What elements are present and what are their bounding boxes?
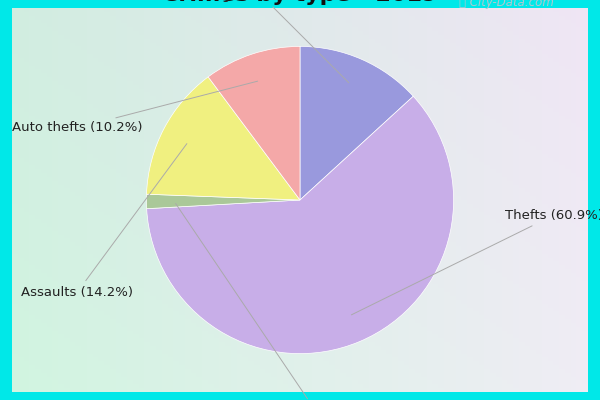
Text: Rapes (1.5%): Rapes (1.5%) [176,204,360,400]
Text: Assaults (14.2%): Assaults (14.2%) [21,144,187,299]
Wedge shape [300,46,413,200]
Text: ⓘ City-Data.com: ⓘ City-Data.com [458,0,553,9]
Wedge shape [146,77,300,200]
Wedge shape [208,46,300,200]
Text: Burglaries (13.2%): Burglaries (13.2%) [199,0,349,83]
Wedge shape [146,194,300,209]
Title: Crimes by type - 2019: Crimes by type - 2019 [163,0,437,5]
Text: Thefts (60.9%): Thefts (60.9%) [352,209,600,315]
Text: Auto thefts (10.2%): Auto thefts (10.2%) [12,81,257,134]
Wedge shape [146,96,454,354]
